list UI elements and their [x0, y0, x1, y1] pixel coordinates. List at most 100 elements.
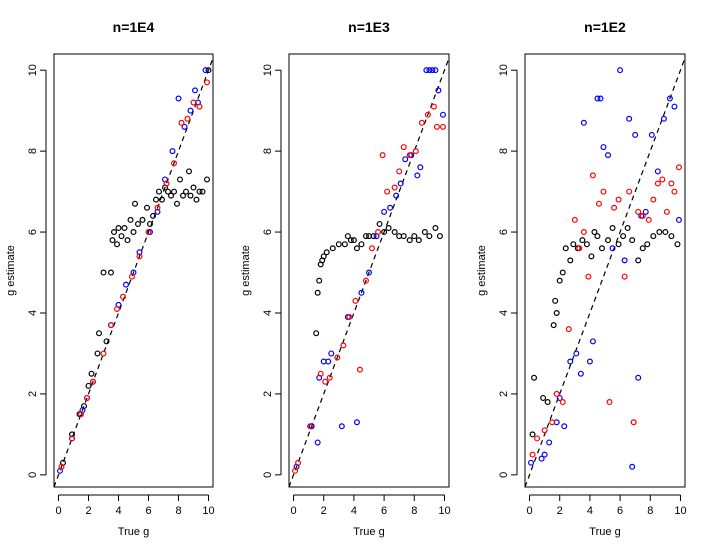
data-point — [334, 354, 341, 361]
data-point — [553, 309, 560, 316]
data-point — [617, 67, 624, 74]
data-point — [362, 277, 369, 284]
data-point — [567, 358, 574, 365]
data-point — [435, 87, 442, 94]
data-point — [639, 212, 646, 219]
data-point — [199, 188, 206, 195]
data-point — [180, 192, 187, 199]
data-point — [175, 95, 182, 102]
x-tick-label: 2 — [557, 505, 563, 517]
data-point — [397, 180, 404, 187]
y-tick-label: 4 — [27, 310, 39, 316]
data-point — [609, 225, 616, 232]
x-tick-label: 6 — [617, 505, 623, 517]
data-point — [317, 370, 324, 377]
plot-frame — [288, 53, 450, 488]
data-point — [325, 358, 332, 365]
data-point — [150, 212, 157, 219]
data-point — [423, 67, 430, 74]
data-point — [668, 180, 675, 187]
data-point — [540, 394, 547, 401]
data-point — [110, 229, 117, 236]
data-point — [432, 67, 439, 74]
data-point — [654, 180, 661, 187]
data-point — [421, 229, 428, 236]
data-point — [589, 338, 596, 345]
data-point — [109, 237, 116, 244]
x-tick-label: 10 — [202, 505, 214, 517]
data-point — [396, 168, 403, 175]
data-point — [671, 188, 678, 195]
data-point — [439, 111, 446, 118]
data-point — [556, 277, 563, 284]
data-point — [344, 233, 351, 240]
data-point — [675, 164, 682, 171]
data-point — [159, 196, 166, 203]
data-point — [426, 233, 433, 240]
data-point — [183, 188, 190, 195]
x-tick-label: 8 — [411, 505, 417, 517]
data-point — [129, 273, 136, 280]
data-point — [559, 269, 566, 276]
data-point — [295, 459, 302, 466]
data-point — [338, 423, 345, 430]
data-point — [538, 455, 545, 462]
data-point — [153, 196, 160, 203]
data-point — [335, 241, 342, 248]
data-point — [571, 216, 578, 223]
data-point — [328, 350, 335, 357]
data-point — [136, 249, 143, 256]
data-point — [650, 196, 657, 203]
panel-title: n=1E3 — [348, 19, 390, 35]
data-point — [615, 196, 622, 203]
data-point — [583, 241, 590, 248]
data-point — [353, 419, 360, 426]
y-tick-label: 6 — [262, 229, 274, 235]
data-point — [171, 160, 178, 167]
y-tick-label: 10 — [498, 64, 510, 76]
data-point — [580, 119, 587, 126]
data-point — [136, 253, 143, 260]
data-point — [384, 188, 391, 195]
data-point — [132, 200, 139, 207]
data-point — [187, 192, 194, 199]
x-axis-label: True g — [589, 526, 620, 538]
data-point — [600, 188, 607, 195]
data-point — [580, 229, 587, 236]
data-point — [611, 204, 618, 211]
data-point — [414, 172, 421, 179]
data-point — [326, 374, 333, 381]
data-point — [400, 144, 407, 151]
data-point — [406, 152, 413, 159]
data-point — [95, 330, 102, 337]
data-point — [594, 233, 601, 240]
data-point — [307, 423, 314, 430]
data-point — [130, 229, 137, 236]
data-point — [316, 277, 323, 284]
data-point — [127, 216, 134, 223]
data-point — [121, 225, 128, 232]
data-point — [576, 245, 583, 252]
y-tick-label: 2 — [27, 391, 39, 397]
data-point — [107, 322, 114, 329]
y-axis-label: g estimate — [5, 245, 17, 296]
identity-reference-line — [288, 57, 450, 488]
data-point — [171, 188, 178, 195]
data-point — [418, 119, 425, 126]
data-point — [585, 273, 592, 280]
data-point — [412, 148, 419, 155]
data-point — [400, 233, 407, 240]
data-point — [391, 184, 398, 191]
y-tick-label: 8 — [498, 148, 510, 154]
data-point — [556, 394, 563, 401]
data-point — [323, 249, 330, 256]
data-point — [346, 314, 353, 321]
data-point — [654, 168, 661, 175]
data-point — [381, 208, 388, 215]
data-point — [417, 164, 424, 171]
data-point — [119, 293, 126, 300]
y-tick-label: 6 — [498, 229, 510, 235]
data-point — [594, 95, 601, 102]
data-point — [606, 399, 613, 406]
